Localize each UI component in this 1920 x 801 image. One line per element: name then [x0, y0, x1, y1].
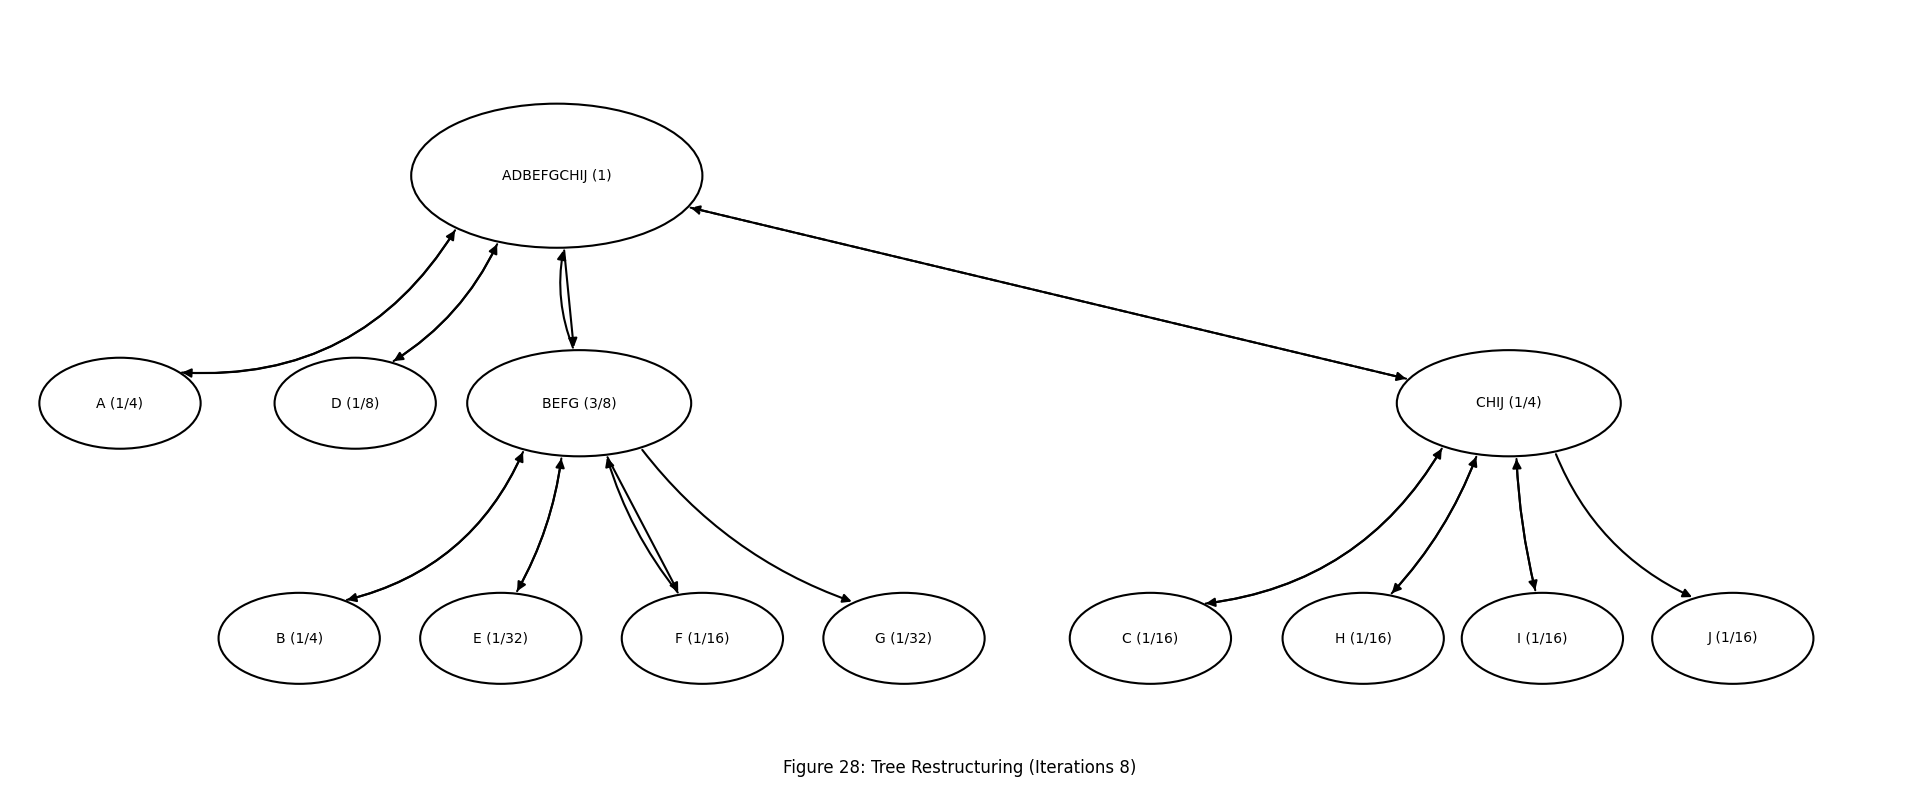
- Ellipse shape: [219, 593, 380, 684]
- Ellipse shape: [1651, 593, 1812, 684]
- Ellipse shape: [411, 103, 703, 248]
- Text: E (1/32): E (1/32): [474, 631, 528, 646]
- Ellipse shape: [1283, 593, 1444, 684]
- Ellipse shape: [38, 358, 200, 449]
- Text: CHIJ (1/4): CHIJ (1/4): [1476, 396, 1542, 410]
- Ellipse shape: [824, 593, 985, 684]
- Ellipse shape: [275, 358, 436, 449]
- Text: D (1/8): D (1/8): [330, 396, 380, 410]
- Text: H (1/16): H (1/16): [1334, 631, 1392, 646]
- Text: G (1/32): G (1/32): [876, 631, 933, 646]
- Ellipse shape: [622, 593, 783, 684]
- Text: ADBEFGCHIJ (1): ADBEFGCHIJ (1): [501, 169, 612, 183]
- Ellipse shape: [420, 593, 582, 684]
- Text: J (1/16): J (1/16): [1707, 631, 1759, 646]
- Ellipse shape: [1069, 593, 1231, 684]
- Ellipse shape: [1461, 593, 1622, 684]
- Ellipse shape: [467, 350, 691, 457]
- Text: B (1/4): B (1/4): [276, 631, 323, 646]
- Text: Figure 28: Tree Restructuring (Iterations 8): Figure 28: Tree Restructuring (Iteration…: [783, 759, 1137, 777]
- Text: F (1/16): F (1/16): [676, 631, 730, 646]
- Text: C (1/16): C (1/16): [1123, 631, 1179, 646]
- Text: BEFG (3/8): BEFG (3/8): [541, 396, 616, 410]
- Text: I (1/16): I (1/16): [1517, 631, 1567, 646]
- Text: A (1/4): A (1/4): [96, 396, 144, 410]
- Ellipse shape: [1396, 350, 1620, 457]
